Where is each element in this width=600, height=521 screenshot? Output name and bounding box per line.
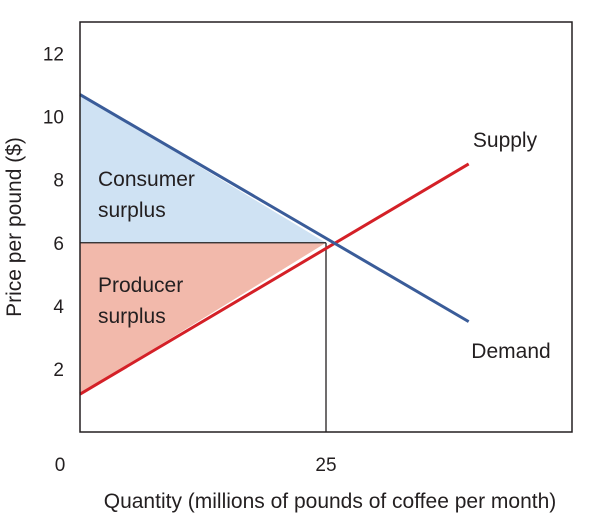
equilibrium-guides [80, 242, 327, 432]
y-tick-6: 6 [53, 234, 64, 255]
producer-surplus-label-2: surplus [98, 305, 166, 328]
surplus-regions [80, 94, 326, 395]
y-tick-12: 12 [43, 45, 64, 66]
supply-label: Supply [473, 129, 538, 152]
y-tick-4: 4 [53, 297, 64, 318]
curves [79, 93, 470, 396]
consumer-surplus-label-1: Consumer [98, 168, 195, 191]
demand-label: Demand [471, 340, 550, 363]
producer-surplus-label-1: Producer [98, 274, 183, 297]
x-tick-0: 0 [55, 455, 66, 476]
y-axis-label: Price per pound ($) [3, 137, 26, 317]
x-tick-labels: 0 25 [55, 455, 337, 476]
y-tick-labels: 2 4 6 8 10 12 [43, 45, 65, 381]
y-tick-10: 10 [43, 108, 64, 129]
y-tick-8: 8 [53, 171, 64, 192]
demand-curve [79, 93, 470, 323]
x-tick-25: 25 [315, 455, 336, 476]
plot-frame [79, 21, 573, 433]
supply-curve [79, 162, 470, 396]
chart-labels: Supply Demand Consumer surplus Producer surpl… [98, 129, 551, 363]
x-axis-label: Quantity (millions of pounds of coffee p… [104, 490, 557, 513]
consumer-surplus-label-2: surplus [98, 199, 166, 222]
y-tick-2: 2 [53, 360, 64, 381]
